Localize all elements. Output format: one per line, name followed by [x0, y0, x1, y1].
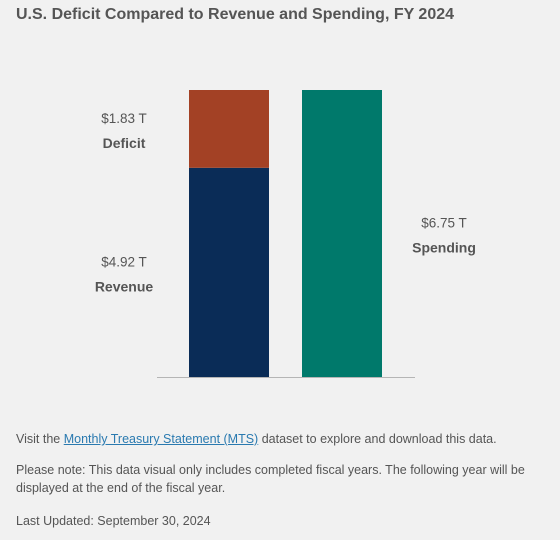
bar-deficit — [189, 90, 269, 168]
footer-visit-text: Visit the Monthly Treasury Statement (MT… — [16, 430, 551, 448]
spending-name-label: Spending — [412, 240, 476, 256]
revenue-name-label: Revenue — [95, 278, 154, 294]
deficit-value-label: $1.83 T — [101, 111, 147, 126]
visit-prefix: Visit the — [16, 432, 64, 446]
last-updated: Last Updated: September 30, 2024 — [16, 514, 211, 528]
deficit-name-label: Deficit — [103, 135, 146, 151]
footer-note: Please note: This data visual only inclu… — [16, 463, 525, 495]
revenue-value-label: $4.92 T — [101, 254, 147, 269]
mts-dataset-link[interactable]: Monthly Treasury Statement (MTS) — [63, 432, 259, 446]
chart-title: U.S. Deficit Compared to Revenue and Spe… — [16, 6, 455, 23]
spending-value-label: $6.75 T — [421, 216, 467, 231]
bar-chart: $4.92 T Revenue $1.83 T Deficit $6.75 T Spend… — [95, 90, 476, 378]
visit-suffix: dataset to explore and download this dat… — [258, 432, 497, 446]
bar-revenue — [189, 167, 269, 377]
bar-spending — [302, 90, 382, 377]
